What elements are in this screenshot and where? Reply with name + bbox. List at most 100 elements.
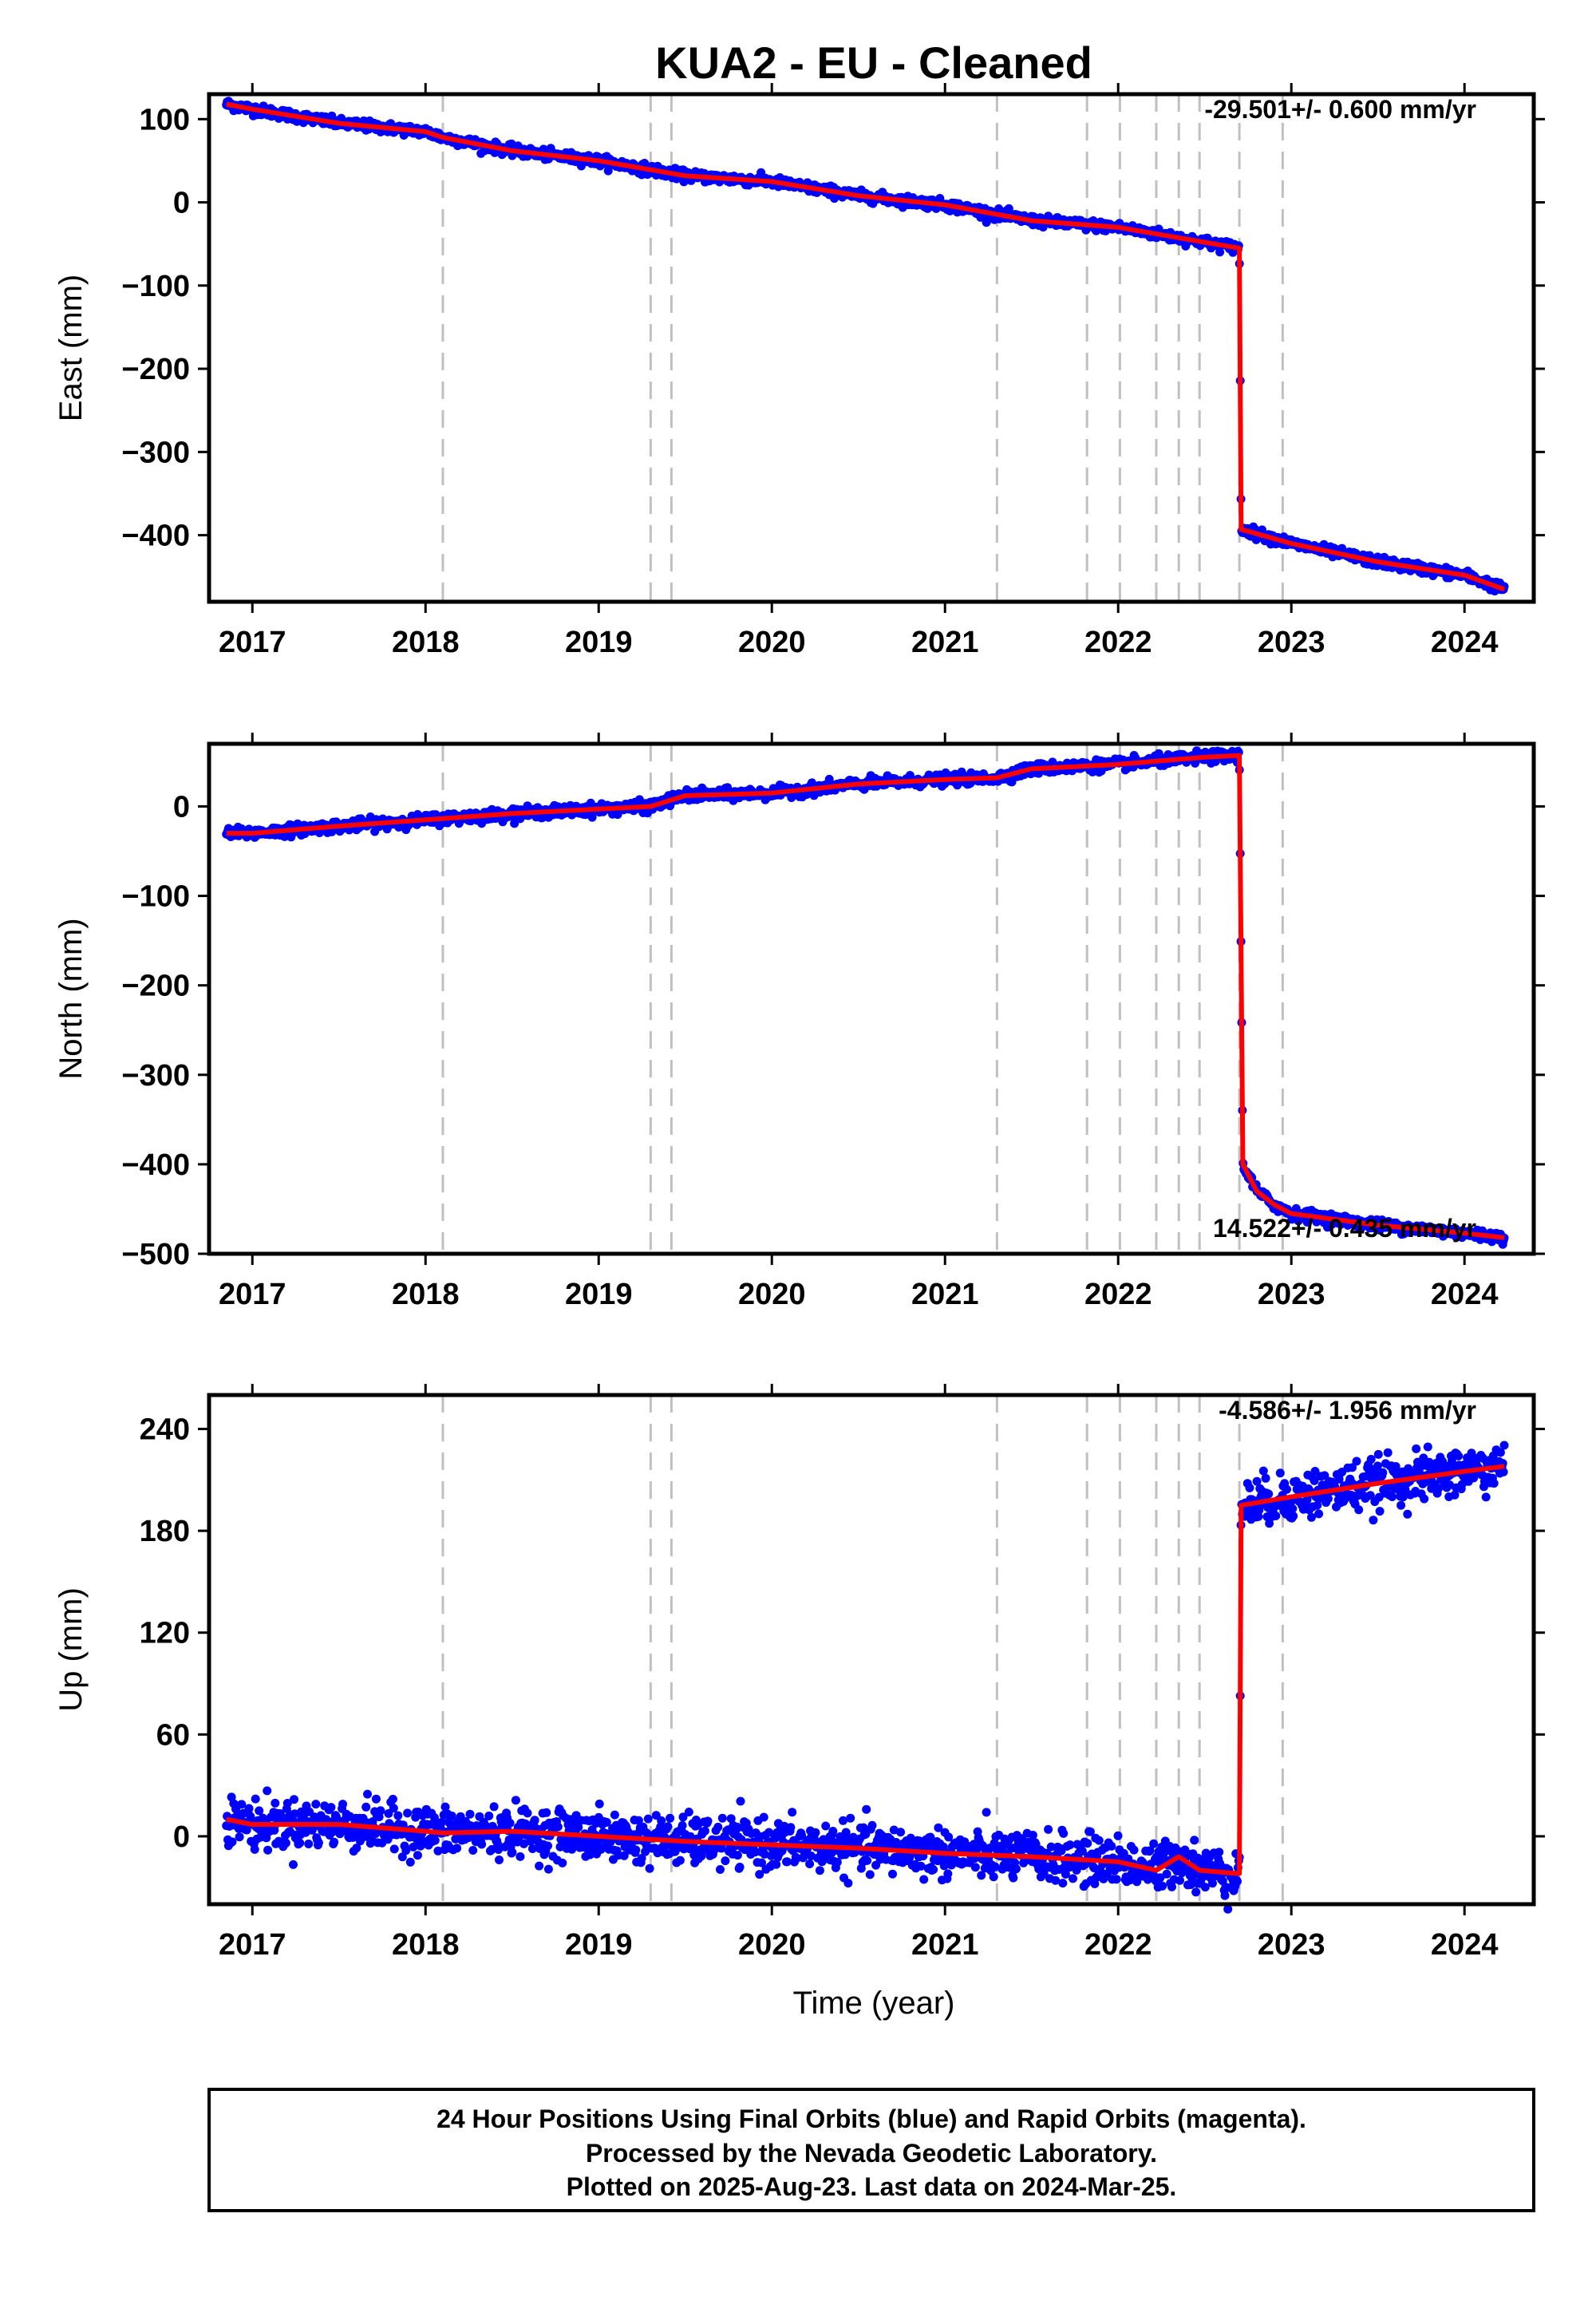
data-point: [637, 1854, 646, 1863]
data-point: [643, 1814, 653, 1824]
data-point: [721, 1856, 730, 1866]
data-point: [403, 1808, 413, 1818]
data-point: [888, 1869, 897, 1879]
y-tick-label: −500: [121, 1238, 190, 1271]
data-point: [896, 1828, 905, 1837]
data-point: [929, 1865, 938, 1875]
data-point: [311, 1800, 321, 1809]
data-point: [1069, 1874, 1077, 1883]
data-point: [1145, 1846, 1155, 1856]
data-point: [413, 1851, 422, 1860]
data-point: [934, 1823, 943, 1832]
data-point: [1028, 1831, 1037, 1840]
data-point: [631, 1845, 641, 1855]
x-tick-label: 2020: [738, 626, 806, 659]
data-point: [792, 1854, 801, 1863]
y-tick-label: −400: [121, 520, 190, 553]
y-tick-label: −400: [121, 1148, 190, 1182]
data-point: [1065, 1840, 1075, 1850]
data-point: [1077, 1847, 1087, 1856]
data-point: [1083, 1839, 1092, 1848]
y-tick-label: −100: [121, 880, 190, 914]
data-point: [678, 1812, 688, 1822]
data-point: [735, 1863, 745, 1871]
data-point: [1085, 1827, 1095, 1836]
data-point: [839, 1816, 847, 1825]
east-model-line: [226, 101, 1506, 592]
data-point: [1061, 1869, 1070, 1879]
data-point: [508, 1848, 517, 1857]
data-point: [487, 1844, 496, 1854]
data-point: [990, 1862, 1000, 1871]
x-tick-label: 2023: [1258, 626, 1325, 659]
data-point: [657, 1816, 666, 1825]
data-point: [713, 1822, 723, 1832]
data-point: [514, 1833, 523, 1843]
data-point: [1059, 1828, 1069, 1838]
data-point: [817, 1857, 827, 1867]
data-point: [235, 1832, 244, 1842]
data-point: [1009, 1873, 1018, 1883]
north-velocity-label: 14.522+/- 0.435 mm/yr: [1213, 1214, 1476, 1243]
data-point: [304, 1840, 314, 1848]
east-velocity-label: -29.501+/- 0.600 mm/yr: [1204, 95, 1476, 124]
figure-title: KUA2 - EU - Cleaned: [655, 38, 1092, 88]
data-point: [1215, 247, 1225, 257]
data-point: [764, 1828, 774, 1837]
data-point: [678, 1820, 687, 1830]
data-point: [397, 1852, 407, 1862]
data-point: [1011, 1864, 1021, 1874]
data-point: [328, 1827, 338, 1836]
data-point: [371, 1794, 381, 1804]
data-point: [944, 1832, 954, 1842]
data-point: [602, 1817, 611, 1827]
data-point: [505, 1818, 515, 1828]
data-point: [970, 1863, 980, 1872]
x-tick-label: 2017: [219, 626, 286, 659]
x-tick-label: 2024: [1431, 1278, 1499, 1311]
x-tick-label: 2017: [219, 1278, 286, 1311]
data-point: [527, 1844, 537, 1853]
data-point: [675, 1856, 685, 1865]
data-point: [495, 1856, 504, 1864]
data-point: [1175, 1875, 1184, 1885]
data-point: [361, 1802, 371, 1812]
data-point: [290, 1795, 298, 1804]
data-point: [759, 1812, 768, 1822]
data-point: [797, 1831, 807, 1840]
data-point: [393, 1811, 403, 1820]
data-point: [440, 1802, 450, 1812]
data-point: [865, 1870, 875, 1879]
east-y-axis-label: East (mm): [53, 275, 89, 421]
data-point: [716, 1865, 725, 1874]
data-point: [619, 1851, 629, 1860]
data-point: [846, 1813, 855, 1823]
data-point: [832, 1857, 842, 1867]
data-point: [1112, 1875, 1121, 1884]
data-point: [289, 1860, 298, 1869]
data-point: [1200, 1883, 1210, 1892]
data-point: [1058, 1879, 1068, 1888]
x-tick-label: 2024: [1431, 626, 1499, 659]
y-tick-label: −200: [121, 353, 190, 386]
data-point: [919, 1875, 929, 1884]
data-point: [982, 1808, 991, 1817]
y-tick-label: 100: [140, 103, 190, 136]
data-point: [1167, 1882, 1176, 1891]
data-point: [645, 1863, 654, 1873]
data-point: [251, 1794, 260, 1804]
data-point: [755, 1870, 764, 1879]
x-tick-label: 2019: [565, 626, 633, 659]
data-point: [1162, 1869, 1171, 1879]
data-point: [543, 1841, 552, 1851]
data-point: [558, 1858, 567, 1867]
x-tick-label: 2022: [1084, 626, 1152, 659]
data-point: [821, 1821, 831, 1831]
data-point: [1129, 1845, 1139, 1855]
data-point: [595, 1799, 604, 1808]
data-point: [684, 1808, 693, 1816]
data-point: [447, 1811, 456, 1820]
x-tick-label: 2018: [392, 626, 460, 659]
data-point: [703, 1816, 713, 1826]
